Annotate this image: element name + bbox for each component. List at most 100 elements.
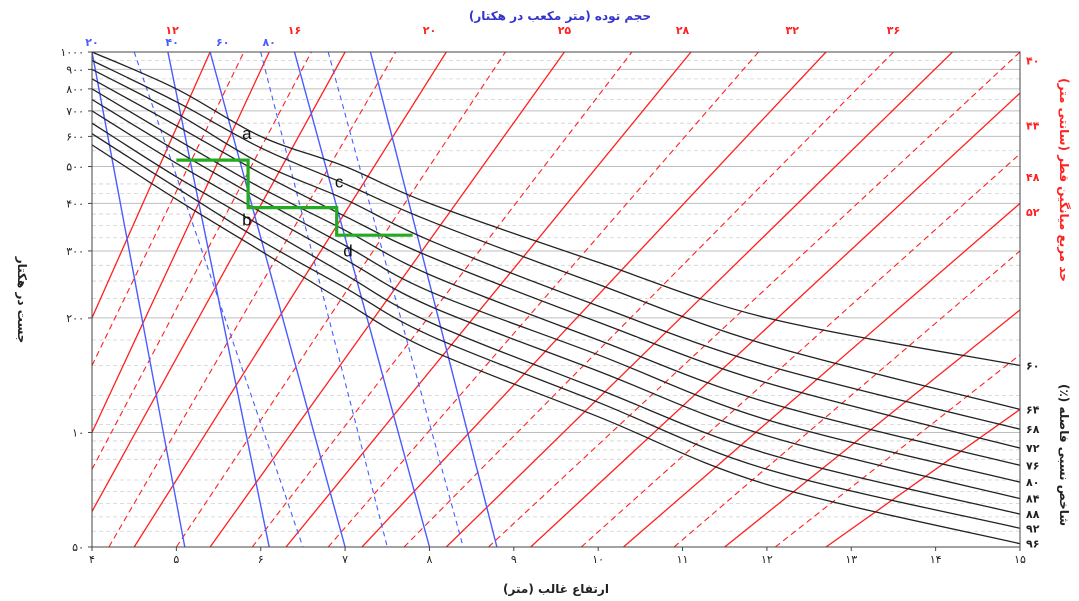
black-curve: [92, 98, 1020, 483]
tick-labels: ۴ ۵ ۶ ۷ ۸ ۹ ۱۰ ۱۱ ۱۲ ۱۳ ۱۴ ۱۵ ۱۰۰۰ ۹۰۰ ۸۰۰ ۷۰۰ ۶۰۰ ۵۰۰ ۴۰۰…: [60, 24, 1039, 566]
y-tick-label: ۵۰۰: [66, 161, 84, 174]
red-dashed-line: [403, 52, 894, 547]
right-black-label: ۷۲: [1026, 442, 1040, 455]
data-curves: [92, 52, 1020, 547]
black-curve: [92, 110, 1020, 500]
top-blue-label: ۴۰: [165, 36, 178, 49]
blue-solid-line: [293, 52, 431, 547]
top-red-label: ۱۶: [288, 24, 301, 37]
top-blue-label: ۸۰: [262, 36, 275, 49]
right-black-label: ۸۴: [1026, 493, 1040, 506]
red-dashed-line: [774, 354, 1020, 547]
right-black-label: ۶۸: [1026, 423, 1040, 436]
top-red-label: ۱۲: [165, 24, 179, 37]
right-black-label: ۶۴: [1026, 403, 1040, 416]
right-black-label: ۹۲: [1026, 522, 1040, 535]
red-dashed-line: [175, 52, 506, 547]
red-solid-line: [825, 408, 1020, 547]
right-red-label: ۵۲: [1026, 206, 1040, 219]
red-dashed-line: [251, 52, 633, 547]
x-tick-label: ۹: [511, 553, 517, 566]
x-tick-label: ۱۴: [930, 553, 942, 566]
top-red-label: ۲۵: [558, 24, 572, 37]
blue-dashed-line: [327, 52, 464, 547]
top-red-label: ۲۸: [676, 24, 690, 37]
top-red-label: ۳۶: [887, 24, 900, 37]
red-solid-line: [92, 52, 346, 512]
x-tick-label: ۴: [89, 553, 95, 566]
annotation-label-a: a: [242, 124, 252, 143]
red-solid-line: [285, 52, 692, 547]
red-dashed-line: [673, 250, 1020, 547]
right-black-label: ۶۰: [1026, 359, 1039, 372]
blue-solid-line: [167, 52, 270, 547]
gridlines: [92, 51, 1020, 548]
red-solid-line: [445, 52, 953, 547]
black-curve: [92, 122, 1020, 515]
red-solid-line: [724, 309, 1020, 547]
right-black-label: ۷۶: [1026, 459, 1039, 472]
top-blue-label: ۲۰: [85, 36, 98, 49]
black-curve: [92, 52, 1020, 367]
x-axis-label: ارتفاع غالب (متر): [503, 582, 609, 596]
annotation-label-b: b: [242, 210, 251, 229]
black-curve: [92, 59, 1020, 411]
red-dashed-line: [488, 52, 1020, 547]
red-dashed-line: [580, 153, 1020, 547]
green-path: [176, 158, 413, 237]
x-tick-label: ۱۲: [761, 553, 773, 566]
red-solid-line: [361, 52, 827, 547]
black-curve: [92, 78, 1020, 449]
y-tick-label: ۵۰: [72, 541, 84, 554]
x-tick-label: ۱۵: [1014, 553, 1026, 566]
red-solid-line: [623, 202, 1020, 547]
red-dashed-line: [327, 52, 759, 547]
red-dashed-line: [108, 52, 397, 547]
annotation-label-d: d: [343, 242, 352, 261]
y-tick-label: ۲۰۰: [66, 312, 84, 325]
top-red-label: ۲۰: [423, 24, 436, 37]
red-dashed-line: [92, 52, 312, 470]
x-tick-label: ۷: [342, 553, 348, 566]
x-tick-label: ۱۱: [677, 553, 689, 566]
red-solid-line: [92, 52, 211, 319]
black-curve: [92, 133, 1020, 529]
x-tick-label: ۵: [173, 553, 179, 566]
blue-solid-line: [369, 52, 498, 547]
right-red-label: ۴۴: [1026, 120, 1040, 133]
y-tick-label: ۶۰۰: [66, 130, 84, 143]
y-tick-label: ۷۰۰: [66, 105, 84, 118]
y-tick-label: ۹۰۰: [66, 63, 84, 76]
y-tick-label: ۴۰۰: [66, 197, 84, 210]
x-tick-label: ۱۳: [845, 553, 857, 566]
plot-frame: [91, 51, 1021, 548]
x-tick-label: ۱۰: [592, 553, 604, 566]
y-tick-label: ۱۰۰۰: [60, 46, 84, 59]
right-black-label: ۸۰: [1026, 476, 1039, 489]
x-tick-label: ۶: [258, 553, 264, 566]
top-blue-label: ۶۰: [216, 36, 229, 49]
right-axis-label-top: حد مربع میانگین قطر (سانتی متر): [1057, 78, 1071, 282]
y-tick-label: ۸۰۰: [66, 83, 84, 96]
blue-solid-line: [92, 52, 186, 547]
top-red-label: ۳۲: [785, 24, 799, 37]
top-axis-title: حجم توده (متر مکعب در هکتار): [469, 9, 651, 24]
black-curve: [92, 68, 1020, 430]
right-black-label: ۸۸: [1026, 508, 1040, 521]
red-solid-line: [133, 52, 447, 547]
y-axis-label: جست در هکتار: [15, 256, 29, 344]
right-red-label: ۴۰: [1026, 54, 1039, 67]
x-tick-label: ۸: [426, 553, 432, 566]
y-tick-label: ۱۰: [72, 426, 84, 439]
red-dashed-line: [92, 52, 245, 366]
annotation-label-c: c: [335, 173, 344, 192]
black-curve: [92, 144, 1020, 545]
right-black-label: ۹۶: [1026, 538, 1039, 551]
axes: [91, 51, 1021, 548]
red-solid-line: [92, 52, 270, 433]
right-red-label: ۴۸: [1026, 171, 1040, 184]
black-curve: [92, 88, 1020, 466]
blue-dashed-line: [260, 52, 388, 547]
right-axis-label-bottom: شاخص نسبی فاصله (٪): [1057, 384, 1071, 526]
